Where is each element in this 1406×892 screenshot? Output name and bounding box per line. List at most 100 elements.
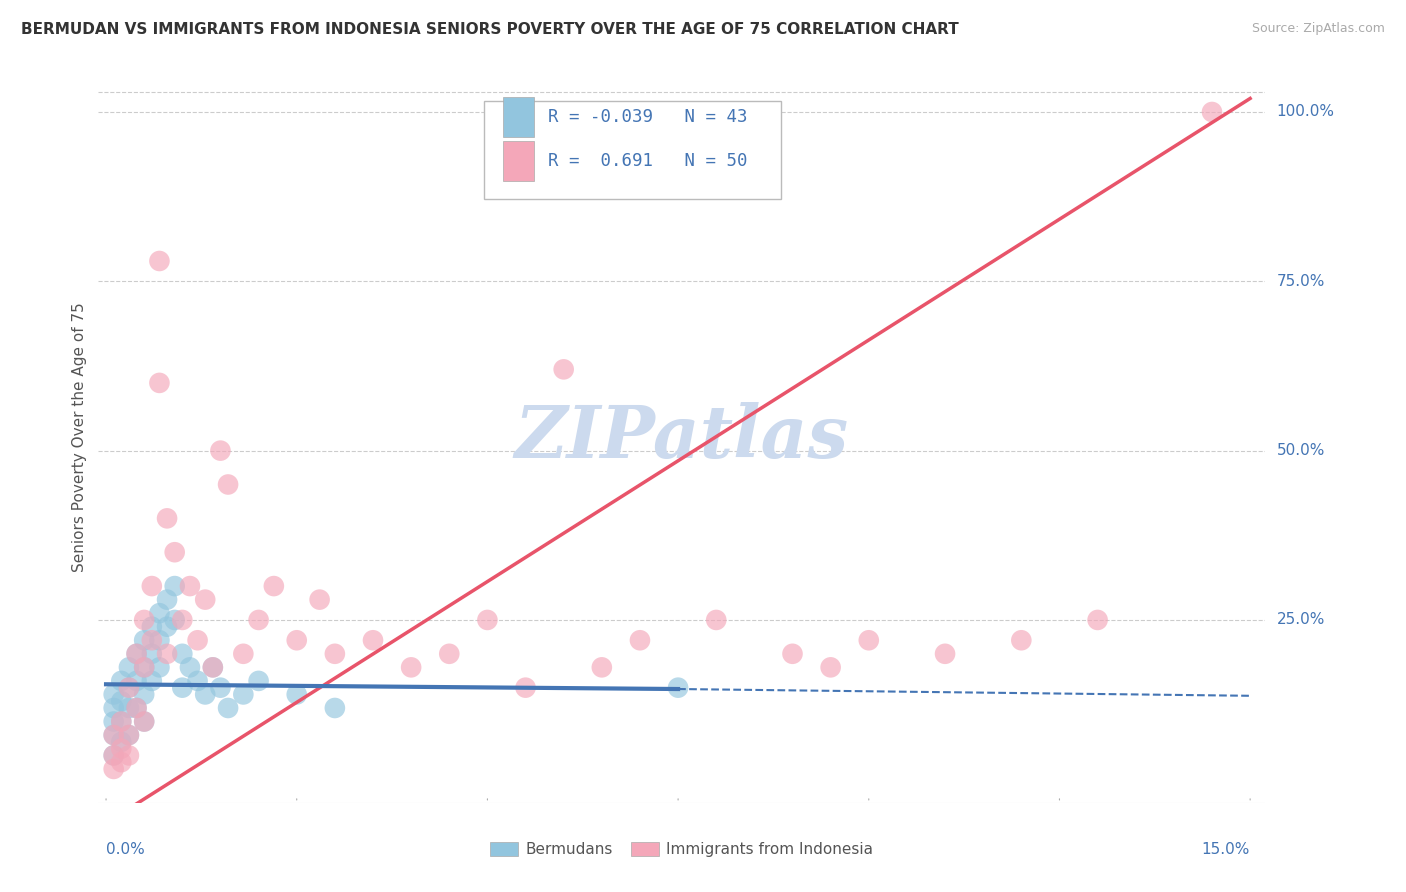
Point <box>103 748 125 763</box>
Point <box>201 660 224 674</box>
Point <box>148 633 170 648</box>
Text: 25.0%: 25.0% <box>1277 613 1324 627</box>
Point <box>285 688 308 702</box>
Point <box>187 673 209 688</box>
Point <box>858 633 880 648</box>
Text: BERMUDAN VS IMMIGRANTS FROM INDONESIA SENIORS POVERTY OVER THE AGE OF 75 CORRELA: BERMUDAN VS IMMIGRANTS FROM INDONESIA SE… <box>21 22 959 37</box>
Point <box>141 579 163 593</box>
Point <box>1087 613 1109 627</box>
Point <box>247 613 270 627</box>
Point <box>1010 633 1032 648</box>
Point <box>515 681 537 695</box>
Point <box>232 647 254 661</box>
Point <box>934 647 956 661</box>
Point <box>553 362 575 376</box>
Point <box>477 613 499 627</box>
Point <box>163 545 186 559</box>
Point <box>179 579 201 593</box>
Point <box>118 728 141 742</box>
Point <box>156 647 179 661</box>
Point <box>163 613 186 627</box>
Point <box>118 748 141 763</box>
Point <box>1201 105 1223 120</box>
Point <box>125 647 148 661</box>
Point <box>141 620 163 634</box>
Point <box>247 673 270 688</box>
Point <box>110 714 132 729</box>
Point <box>172 681 194 695</box>
Point <box>110 755 132 769</box>
Legend: Bermudans, Immigrants from Indonesia: Bermudans, Immigrants from Indonesia <box>491 842 873 857</box>
Point <box>179 660 201 674</box>
Point <box>591 660 613 674</box>
Point <box>118 681 141 695</box>
FancyBboxPatch shape <box>503 97 534 137</box>
Point <box>361 633 384 648</box>
Point <box>163 579 186 593</box>
Point <box>285 633 308 648</box>
Point <box>201 660 224 674</box>
Point <box>134 633 156 648</box>
Point <box>110 741 132 756</box>
Point <box>125 647 148 661</box>
Point <box>323 647 346 661</box>
Point <box>103 728 125 742</box>
Point <box>103 748 125 763</box>
Text: Source: ZipAtlas.com: Source: ZipAtlas.com <box>1251 22 1385 36</box>
Point <box>141 647 163 661</box>
Text: R = -0.039   N = 43: R = -0.039 N = 43 <box>548 108 747 126</box>
Point <box>194 688 217 702</box>
Text: 0.0%: 0.0% <box>105 842 145 856</box>
FancyBboxPatch shape <box>503 141 534 181</box>
Point <box>125 701 148 715</box>
Point <box>666 681 689 695</box>
Point <box>103 728 125 742</box>
Point <box>141 673 163 688</box>
Point <box>134 660 156 674</box>
Point <box>141 633 163 648</box>
Text: R =  0.691   N = 50: R = 0.691 N = 50 <box>548 152 747 170</box>
Point <box>148 376 170 390</box>
Point <box>156 511 179 525</box>
Point <box>323 701 346 715</box>
Point <box>399 660 422 674</box>
Point <box>308 592 330 607</box>
Point <box>110 694 132 708</box>
Point <box>134 660 156 674</box>
Point <box>134 613 156 627</box>
Point <box>134 714 156 729</box>
Point <box>148 254 170 268</box>
Point <box>187 633 209 648</box>
Point <box>103 701 125 715</box>
Text: ZIPatlas: ZIPatlas <box>515 401 849 473</box>
Point <box>439 647 461 661</box>
Point <box>103 762 125 776</box>
Point <box>134 714 156 729</box>
Text: 50.0%: 50.0% <box>1277 443 1324 458</box>
Point <box>628 633 651 648</box>
Text: 75.0%: 75.0% <box>1277 274 1324 289</box>
Point <box>125 673 148 688</box>
Text: 15.0%: 15.0% <box>1202 842 1250 856</box>
Point <box>232 688 254 702</box>
Point <box>110 673 132 688</box>
Point <box>118 701 141 715</box>
Point <box>103 714 125 729</box>
Point <box>217 477 239 491</box>
Point <box>118 660 141 674</box>
Point <box>118 728 141 742</box>
FancyBboxPatch shape <box>484 101 782 200</box>
Point <box>156 592 179 607</box>
Point <box>125 701 148 715</box>
Point <box>172 613 194 627</box>
Point <box>782 647 804 661</box>
Point <box>820 660 842 674</box>
Point <box>172 647 194 661</box>
Y-axis label: Seniors Poverty Over the Age of 75: Seniors Poverty Over the Age of 75 <box>72 302 87 572</box>
Point <box>209 443 232 458</box>
Point <box>148 660 170 674</box>
Point <box>156 620 179 634</box>
Point <box>134 688 156 702</box>
Point <box>110 735 132 749</box>
Point <box>148 606 170 620</box>
